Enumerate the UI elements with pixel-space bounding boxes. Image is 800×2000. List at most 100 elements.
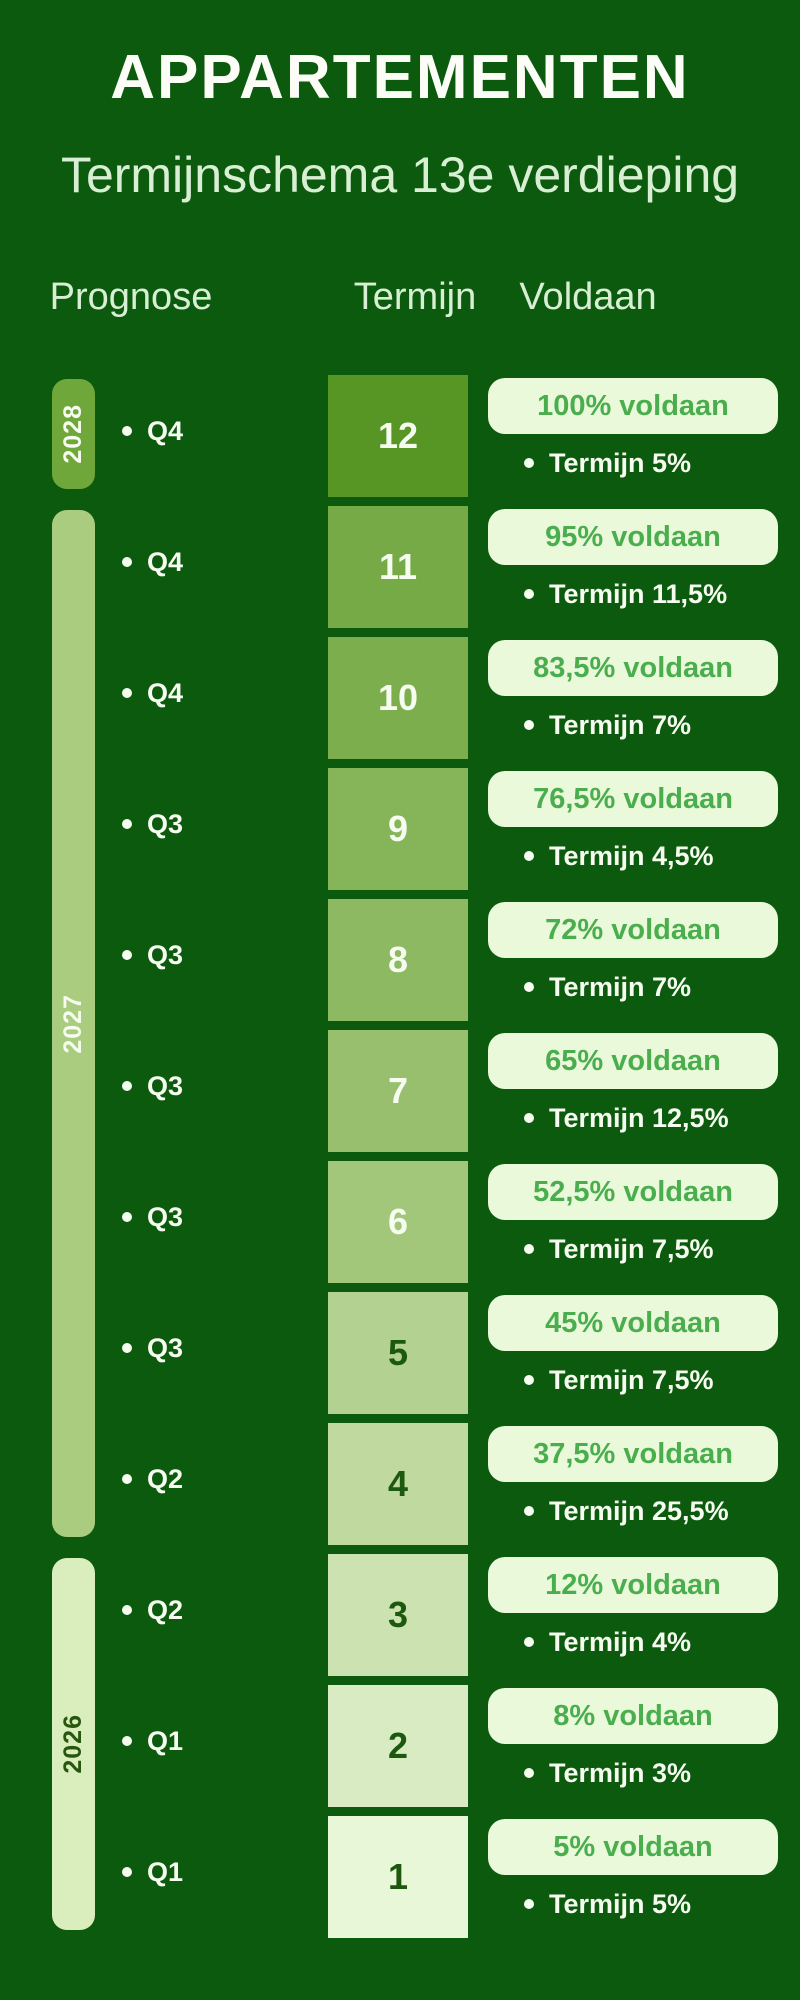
prognose-quarter: Q4 bbox=[122, 506, 183, 618]
termijn-percentage-label: Termijn 11,5% bbox=[549, 578, 728, 609]
termijn-percentage-label: Termijn 25,5% bbox=[549, 1495, 729, 1526]
table-row: Q4 12 100% voldaan Termijn 5% bbox=[0, 375, 800, 497]
termijn-percentage-label: Termijn 7% bbox=[549, 709, 692, 740]
prognose-quarter: Q2 bbox=[122, 1554, 183, 1666]
column-header-voldaan: Voldaan bbox=[519, 276, 657, 318]
termijn-percentage-label: Termijn 7,5% bbox=[549, 1233, 714, 1264]
termijn-percentage: Termijn 12,5% bbox=[524, 1096, 729, 1140]
page-subtitle: Termijnschema 13e verdieping bbox=[60, 147, 740, 203]
voldaan-badge: 95% voldaan bbox=[488, 509, 778, 565]
termijn-percentage: Termijn 7,5% bbox=[524, 1358, 714, 1402]
termijn-percentage: Termijn 25,5% bbox=[524, 1489, 729, 1533]
quarter-label: Q3 bbox=[147, 939, 184, 970]
bullet-icon bbox=[122, 688, 132, 698]
termijn-number-box: 7 bbox=[328, 1030, 468, 1152]
termijn-percentage: Termijn 5% bbox=[524, 1882, 691, 1926]
bullet-icon bbox=[524, 458, 534, 468]
bullet-icon bbox=[122, 1474, 132, 1484]
prognose-quarter: Q3 bbox=[122, 768, 183, 880]
quarter-label: Q2 bbox=[147, 1594, 184, 1625]
termijn-percentage: Termijn 7% bbox=[524, 703, 691, 747]
quarter-label: Q2 bbox=[147, 1463, 184, 1494]
bullet-icon bbox=[122, 950, 132, 960]
bullet-icon bbox=[122, 1736, 132, 1746]
bullet-icon bbox=[524, 851, 534, 861]
voldaan-badge: 65% voldaan bbox=[488, 1033, 778, 1089]
termijn-percentage-label: Termijn 4% bbox=[549, 1626, 692, 1657]
termijn-percentage: Termijn 7% bbox=[524, 965, 691, 1009]
prognose-quarter: Q3 bbox=[122, 899, 183, 1011]
quarter-label: Q1 bbox=[147, 1725, 184, 1756]
table-row: Q2 4 37,5% voldaan Termijn 25,5% bbox=[0, 1423, 800, 1545]
termijn-percentage-label: Termijn 12,5% bbox=[549, 1102, 729, 1133]
quarter-label: Q1 bbox=[147, 1856, 184, 1887]
bullet-icon bbox=[524, 1244, 534, 1254]
termijn-number-box: 4 bbox=[328, 1423, 468, 1545]
termijn-percentage: Termijn 4% bbox=[524, 1620, 691, 1664]
table-row: Q1 2 8% voldaan Termijn 3% bbox=[0, 1685, 800, 1807]
bullet-icon bbox=[122, 426, 132, 436]
prognose-quarter: Q4 bbox=[122, 637, 183, 749]
termijn-percentage-label: Termijn 7,5% bbox=[549, 1364, 714, 1395]
termijn-percentage-label: Termijn 7% bbox=[549, 971, 692, 1002]
bullet-icon bbox=[524, 1506, 534, 1516]
termijn-number-box: 5 bbox=[328, 1292, 468, 1414]
quarter-label: Q3 bbox=[147, 1332, 184, 1363]
termijn-number-box: 1 bbox=[328, 1816, 468, 1938]
voldaan-badge: 45% voldaan bbox=[488, 1295, 778, 1351]
bullet-icon bbox=[524, 982, 534, 992]
voldaan-badge: 37,5% voldaan bbox=[488, 1426, 778, 1482]
voldaan-badge: 52,5% voldaan bbox=[488, 1164, 778, 1220]
voldaan-badge: 5% voldaan bbox=[488, 1819, 778, 1875]
table-row: Q3 5 45% voldaan Termijn 7,5% bbox=[0, 1292, 800, 1414]
voldaan-badge: 12% voldaan bbox=[488, 1557, 778, 1613]
table-row: Q1 1 5% voldaan Termijn 5% bbox=[0, 1816, 800, 1938]
bullet-icon bbox=[122, 1867, 132, 1877]
bullet-icon bbox=[122, 1081, 132, 1091]
table-row: Q2 3 12% voldaan Termijn 4% bbox=[0, 1554, 800, 1676]
bullet-icon bbox=[122, 557, 132, 567]
voldaan-badge: 8% voldaan bbox=[488, 1688, 778, 1744]
quarter-label: Q4 bbox=[147, 546, 184, 577]
prognose-quarter: Q1 bbox=[122, 1685, 183, 1797]
table-row: Q3 9 76,5% voldaan Termijn 4,5% bbox=[0, 768, 800, 890]
quarter-label: Q4 bbox=[147, 677, 184, 708]
bullet-icon bbox=[122, 1605, 132, 1615]
termijn-number-box: 3 bbox=[328, 1554, 468, 1676]
voldaan-badge: 76,5% voldaan bbox=[488, 771, 778, 827]
prognose-quarter: Q2 bbox=[122, 1423, 183, 1535]
year-pill-2027: 2027 bbox=[52, 510, 95, 1537]
table-row: Q3 6 52,5% voldaan Termijn 7,5% bbox=[0, 1161, 800, 1283]
termijn-number-box: 8 bbox=[328, 899, 468, 1021]
year-pill-2028: 2028 bbox=[52, 379, 95, 489]
termijn-percentage-label: Termijn 4,5% bbox=[549, 840, 714, 871]
voldaan-badge: 83,5% voldaan bbox=[488, 640, 778, 696]
page-title: APPARTEMENTEN bbox=[110, 43, 690, 112]
termijn-percentage: Termijn 3% bbox=[524, 1751, 691, 1795]
termijn-percentage-label: Termijn 5% bbox=[549, 447, 692, 478]
voldaan-badge: 100% voldaan bbox=[488, 378, 778, 434]
prognose-quarter: Q3 bbox=[122, 1292, 183, 1404]
termijn-percentage: Termijn 5% bbox=[524, 441, 691, 485]
bullet-icon bbox=[524, 1768, 534, 1778]
voldaan-badge: 72% voldaan bbox=[488, 902, 778, 958]
prognose-quarter: Q3 bbox=[122, 1030, 183, 1142]
bullet-icon bbox=[122, 1343, 132, 1353]
table-row: Q3 8 72% voldaan Termijn 7% bbox=[0, 899, 800, 1021]
column-header-prognose: Prognose bbox=[49, 276, 213, 318]
prognose-quarter: Q3 bbox=[122, 1161, 183, 1273]
termijn-percentage: Termijn 7,5% bbox=[524, 1227, 714, 1271]
bullet-icon bbox=[524, 1637, 534, 1647]
bullet-icon bbox=[122, 819, 132, 829]
termijn-number-box: 12 bbox=[328, 375, 468, 497]
table-row: Q3 7 65% voldaan Termijn 12,5% bbox=[0, 1030, 800, 1152]
quarter-label: Q3 bbox=[147, 1201, 184, 1232]
quarter-label: Q3 bbox=[147, 808, 184, 839]
termijn-percentage-label: Termijn 3% bbox=[549, 1757, 692, 1788]
termijn-number-box: 6 bbox=[328, 1161, 468, 1283]
bullet-icon bbox=[524, 720, 534, 730]
quarter-label: Q4 bbox=[147, 415, 184, 446]
bullet-icon bbox=[524, 1375, 534, 1385]
column-header-termijn: Termijn bbox=[353, 276, 477, 318]
termijn-number-box: 11 bbox=[328, 506, 468, 628]
